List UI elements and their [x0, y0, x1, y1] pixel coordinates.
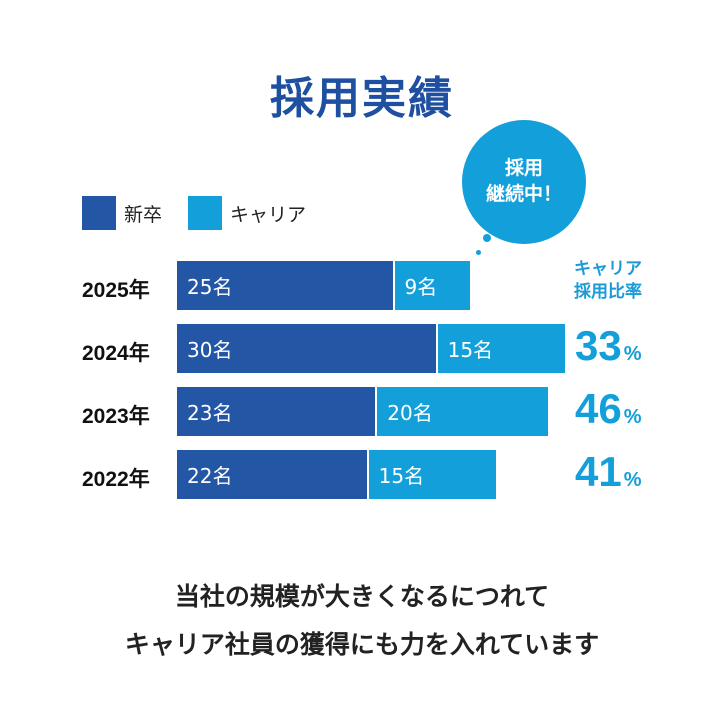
- career-ratio-number: 46: [575, 385, 622, 432]
- bubble-line-1: 採用: [504, 157, 543, 180]
- career-ratio-value: 33%: [575, 322, 642, 370]
- bar-segment-career: 9名: [392, 261, 471, 310]
- page-title: 採用実績: [270, 73, 454, 124]
- bar-segment-career: 20名: [375, 387, 548, 436]
- hiring-bubble: 採用 継続中！: [462, 120, 586, 244]
- bubble-dot-large: [483, 234, 491, 242]
- legend-swatch-career: [188, 196, 223, 230]
- year-label: 2025年: [82, 279, 150, 302]
- career-ratio-number: 33: [575, 322, 622, 369]
- legend-item-new-grad: 新卒: [82, 196, 162, 230]
- bar-segment-new-grad: 23名: [177, 387, 376, 436]
- career-ratio-header-line-2: 採用比率: [574, 281, 642, 302]
- bar-segment-new-grad: 22名: [177, 450, 367, 499]
- legend-item-career: キャリア: [188, 196, 306, 230]
- percent-sign: %: [623, 406, 642, 428]
- career-ratio-header: キャリア 採用比率: [548, 258, 668, 304]
- bar-segment-new-grad: 25名: [177, 261, 393, 310]
- percent-sign: %: [623, 469, 642, 491]
- career-ratio-value: 46%: [575, 385, 642, 433]
- bar-value-label: 23名: [187, 401, 233, 425]
- legend: 新卒 キャリア: [82, 196, 332, 230]
- bar-value-label: 22名: [187, 464, 233, 488]
- legend-label-new-grad: 新卒: [124, 203, 163, 226]
- career-ratio-number: 41: [575, 448, 622, 495]
- footer-line-1: 当社の規模が大きくなるにつれて: [174, 582, 550, 611]
- bar-value-label: 15名: [447, 338, 494, 362]
- bar-segment-career: 15名: [435, 324, 565, 373]
- year-label: 2024年: [82, 342, 150, 365]
- year-label: 2023年: [82, 405, 150, 428]
- legend-label-career: キャリア: [230, 203, 307, 226]
- bar-value-label: 15名: [378, 464, 425, 488]
- legend-swatch-new-grad: [82, 196, 116, 230]
- bar-value-label: 20名: [387, 401, 433, 425]
- bar-segment-career: 15名: [366, 450, 496, 499]
- percent-sign: %: [623, 343, 642, 365]
- bar-value-label: 9名: [404, 275, 438, 299]
- bubble-dot-small: [476, 250, 481, 255]
- footer-line-2: キャリア社員の獲得にも力を入れています: [124, 630, 600, 659]
- bar-value-label: 25名: [187, 275, 233, 299]
- bubble-line-2: 継続中！: [485, 183, 562, 205]
- career-ratio-value: 41%: [575, 448, 642, 496]
- bar-value-label: 30名: [187, 338, 233, 362]
- bar-segment-new-grad: 30名: [177, 324, 436, 373]
- year-label: 2022年: [82, 468, 150, 491]
- career-ratio-header-line-1: キャリア: [574, 259, 642, 279]
